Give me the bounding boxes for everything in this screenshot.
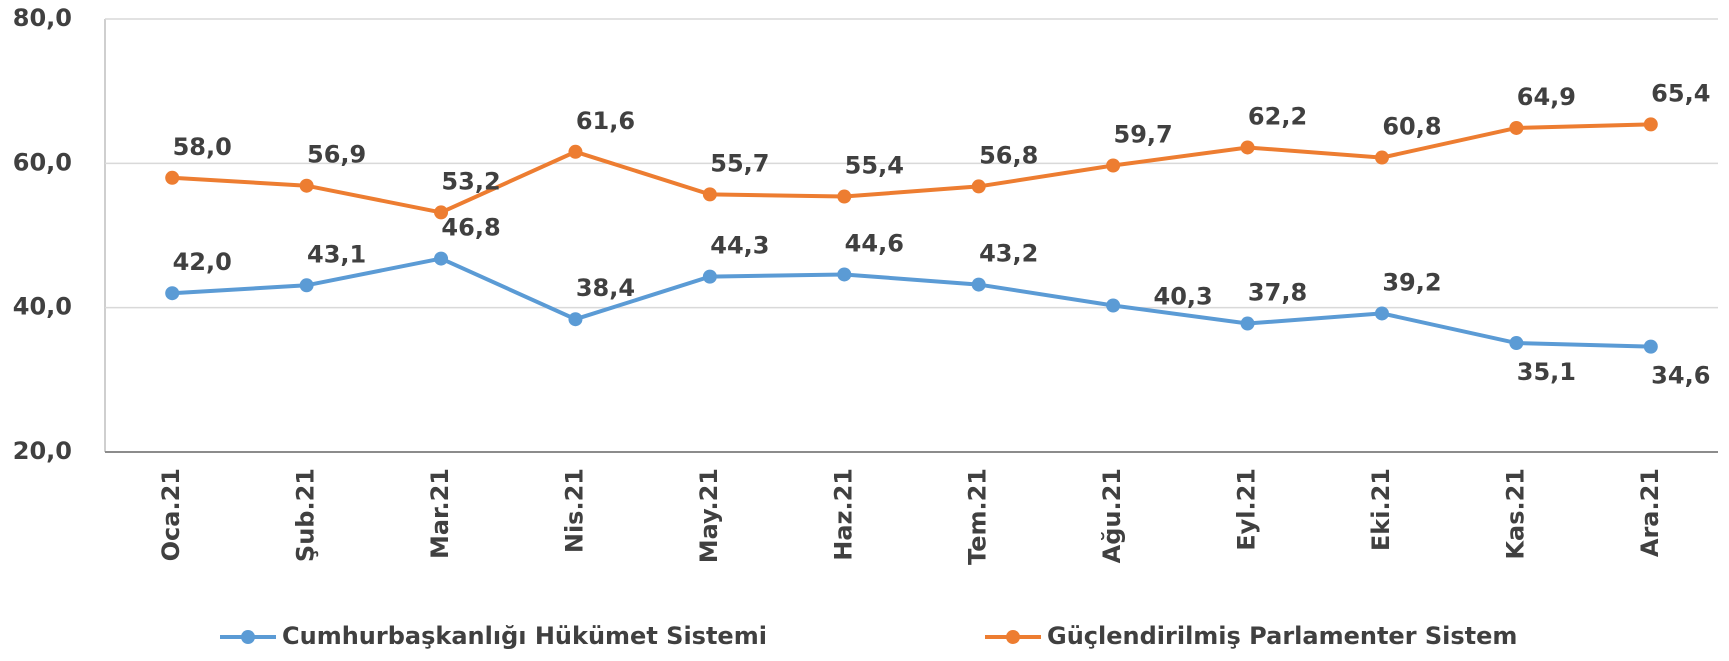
legend-marker	[241, 630, 255, 644]
data-label: 39,2	[1382, 268, 1441, 296]
series-line	[172, 256, 1651, 349]
data-label: 46,8	[441, 214, 500, 242]
data-point	[165, 170, 180, 185]
data-label: 43,2	[979, 240, 1038, 268]
x-tick-label: May.21	[695, 468, 723, 563]
x-tick-label: Şub.21	[292, 468, 320, 562]
x-tick-label: Kas.21	[1501, 468, 1529, 560]
x-tick-label: Eyl.21	[1233, 468, 1261, 551]
data-point	[1374, 150, 1389, 165]
data-point	[434, 251, 449, 266]
data-label: 64,9	[1517, 83, 1576, 111]
x-tick-label: Ara.21	[1636, 468, 1664, 557]
data-label: 53,2	[441, 167, 500, 195]
data-point	[1106, 298, 1121, 313]
data-point	[568, 312, 583, 327]
data-point	[299, 178, 314, 193]
data-point	[1374, 306, 1389, 321]
data-point	[702, 187, 717, 202]
series-line	[172, 122, 1651, 215]
data-label: 55,4	[845, 152, 904, 180]
legend-label: Cumhurbaşkanlığı Hükümet Sistemi	[282, 622, 767, 650]
data-point	[568, 144, 583, 159]
data-point	[1240, 140, 1255, 155]
data-point	[971, 277, 986, 292]
data-label: 34,6	[1651, 362, 1710, 390]
data-point	[1509, 120, 1524, 135]
x-tick-label: Haz.21	[829, 468, 857, 561]
data-point	[837, 189, 852, 204]
data-point	[971, 179, 986, 194]
y-tick-label: 40,0	[13, 293, 72, 321]
data-label: 55,7	[710, 149, 769, 177]
x-tick-label: Ağu.21	[1098, 468, 1126, 563]
x-tick-label: Mar.21	[426, 468, 454, 559]
data-label: 37,8	[1248, 279, 1307, 307]
data-label: 62,2	[1248, 102, 1307, 130]
data-point	[299, 278, 314, 293]
x-tick-label: Oca.21	[157, 468, 185, 561]
data-label: 44,3	[710, 232, 769, 260]
y-tick-label: 60,0	[13, 148, 72, 176]
data-label: 38,4	[576, 274, 635, 302]
data-point	[165, 286, 180, 301]
data-point	[1240, 316, 1255, 331]
data-point	[1509, 336, 1524, 351]
data-label: 43,1	[307, 240, 366, 268]
data-point	[1106, 158, 1121, 173]
data-point	[434, 205, 449, 220]
data-label: 59,7	[1114, 120, 1173, 148]
data-label: 44,6	[845, 229, 904, 257]
data-label: 65,4	[1651, 79, 1710, 107]
x-tick-label: Tem.21	[964, 468, 992, 565]
data-label: 56,8	[979, 141, 1038, 169]
data-label: 42,0	[173, 248, 232, 276]
y-tick-label: 20,0	[13, 437, 72, 465]
data-label: 60,8	[1382, 113, 1441, 141]
data-point	[1643, 339, 1658, 354]
y-tick-label: 80,0	[13, 4, 72, 32]
data-label: 40,3	[1154, 283, 1213, 311]
data-label: 58,0	[173, 133, 232, 161]
data-point	[837, 267, 852, 282]
legend-label: Güçlendirilmiş Parlamenter Sistem	[1047, 622, 1517, 650]
data-point	[1643, 117, 1658, 132]
data-label: 61,6	[576, 107, 635, 135]
data-label: 35,1	[1517, 358, 1576, 386]
x-tick-label: Eki.21	[1367, 468, 1395, 551]
legend-marker	[1006, 630, 1020, 644]
data-point	[702, 269, 717, 284]
x-tick-label: Nis.21	[560, 468, 588, 553]
data-label: 56,9	[307, 141, 366, 169]
